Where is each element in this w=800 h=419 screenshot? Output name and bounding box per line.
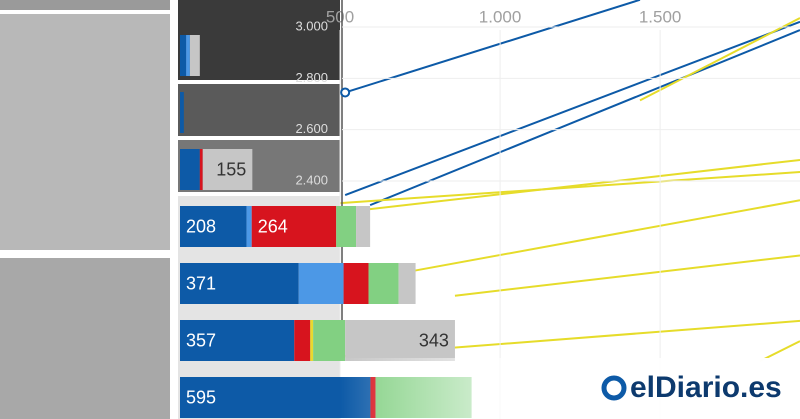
data-label: 595 [186,387,216,407]
bar-segment [180,377,371,418]
bar-segment [180,206,247,247]
bar-segment [180,92,184,133]
bar-segment [186,35,190,76]
line [414,199,800,272]
bar-segment [310,320,314,361]
bar-segment [298,263,344,304]
data-label: 371 [186,273,216,293]
bar-segment [251,206,337,247]
line [344,20,800,197]
bar-segment [180,35,187,76]
bar-segment [356,206,371,247]
data-label: 357 [186,330,216,350]
logo-icon [601,375,627,401]
line [759,340,800,363]
logo-band [340,358,800,419]
bar-segment [199,149,203,190]
line [360,158,800,212]
line [339,171,800,205]
bar-segment [189,35,200,76]
data-label: 155 [216,159,246,179]
logo: elDiario.es [630,371,782,404]
bar-segment [180,149,200,190]
bar-segment [345,320,455,361]
y-tick-label: 2.800 [295,70,328,85]
bar-segment [336,206,357,247]
y-tick-label: 3.000 [295,18,328,33]
line [454,254,800,297]
bar-segment [398,263,416,304]
bar-segment [343,263,369,304]
line [639,17,800,102]
data-label: 343 [419,330,449,350]
data-label: 208 [186,216,216,236]
line [369,29,800,207]
bar-segment [368,263,399,304]
bar-segment [246,206,252,247]
line [344,0,641,94]
x-tick-label: 500 [326,7,354,26]
bar-segment [180,320,295,361]
bar-segment [202,149,253,190]
y-tick-label: 2.400 [295,172,328,187]
x-tick-label: 1.000 [479,7,522,26]
bar-segment [313,320,346,361]
bar-segment [180,263,299,304]
x-tick-label: 1.500 [639,7,682,26]
y-tick-label: 2.600 [295,121,328,136]
data-label: 264 [258,216,288,236]
bar-segment [294,320,311,361]
point [340,87,351,98]
